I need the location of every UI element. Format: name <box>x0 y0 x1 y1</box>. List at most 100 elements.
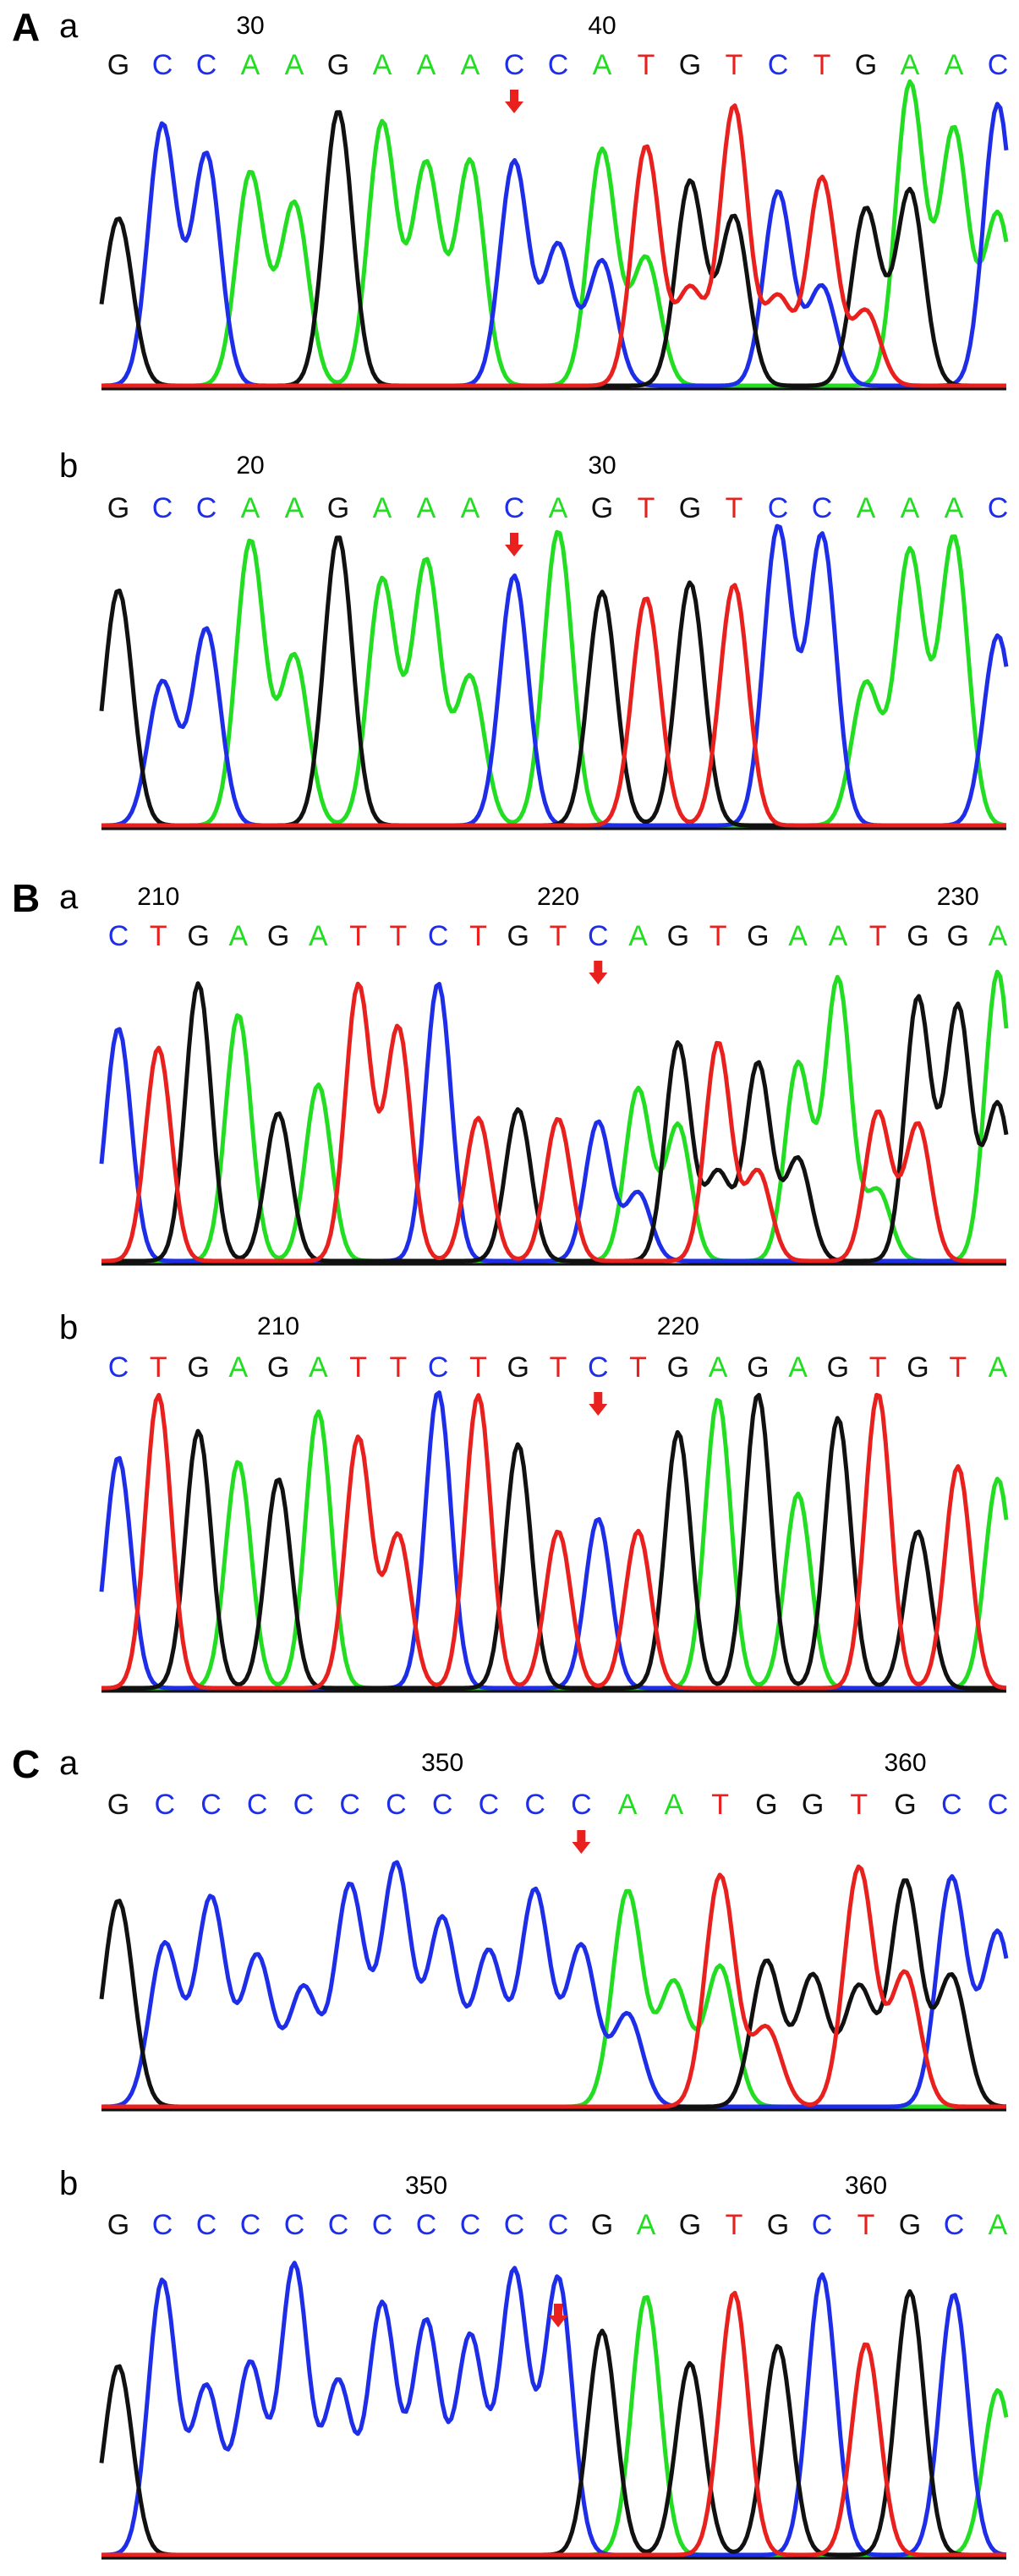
base-call-C: C <box>240 2209 261 2241</box>
base-call-T: T <box>150 1351 167 1384</box>
panel-letter: a <box>59 879 79 916</box>
base-call-T: T <box>150 920 167 952</box>
base-call-A: A <box>309 1351 328 1384</box>
base-call-G: G <box>667 1351 689 1384</box>
base-call-G: G <box>187 1351 209 1384</box>
base-call-T: T <box>390 1351 408 1384</box>
base-call-A: A <box>549 492 568 524</box>
base-call-A: A <box>829 920 848 952</box>
base-call-C: C <box>386 1789 407 1821</box>
position-label: 220 <box>537 883 579 911</box>
base-call-G: G <box>747 920 769 952</box>
base-call-G: G <box>267 1351 289 1384</box>
base-call-C: C <box>152 492 173 524</box>
trace-T <box>101 981 1006 1263</box>
mutation-arrow-icon <box>572 1830 591 1854</box>
base-call-G: G <box>507 1351 529 1384</box>
base-call-T: T <box>638 492 655 524</box>
base-call-C: C <box>200 1789 222 1821</box>
mutation-arrow-icon <box>549 2304 567 2327</box>
base-call-C: C <box>154 1789 175 1821</box>
base-call-C: C <box>196 2209 217 2241</box>
base-call-G: G <box>947 920 969 952</box>
base-call-G: G <box>679 2209 701 2241</box>
base-call-T: T <box>857 2209 875 2241</box>
base-call-A: A <box>989 1351 1008 1384</box>
trace-G <box>101 981 1009 1263</box>
panel-letter: b <box>59 447 78 485</box>
base-call-C: C <box>293 1789 315 1821</box>
mutation-arrow-icon <box>589 1392 608 1416</box>
position-label: 30 <box>236 12 264 40</box>
base-call-C: C <box>428 1351 449 1384</box>
base-call-C: C <box>284 2209 305 2241</box>
base-call-A: A <box>461 492 480 524</box>
base-call-A: A <box>989 2209 1008 2241</box>
trace-A <box>101 969 1009 1263</box>
base-call-C: C <box>768 49 789 81</box>
base-call-C: C <box>988 492 1009 524</box>
base-call-A: A <box>241 492 260 524</box>
trace-G <box>101 1393 1006 1691</box>
base-call-C: C <box>944 2209 965 2241</box>
base-call-A: A <box>901 49 920 81</box>
base-call-T: T <box>349 920 367 952</box>
base-call-A: A <box>637 2209 656 2241</box>
base-call-G: G <box>802 1789 824 1821</box>
mutation-arrow-icon <box>505 533 523 556</box>
base-call-G: G <box>907 1351 929 1384</box>
base-call-C: C <box>196 49 217 81</box>
position-label: 20 <box>236 452 264 480</box>
base-call-G: G <box>107 49 129 81</box>
base-call-A: A <box>461 49 480 81</box>
base-call-A: A <box>989 920 1008 952</box>
position-label: 210 <box>257 1313 299 1340</box>
base-call-G: G <box>894 1789 916 1821</box>
base-call-T: T <box>726 49 743 81</box>
base-call-G: G <box>507 920 529 952</box>
trace-G <box>99 535 1006 828</box>
base-call-C: C <box>432 1789 453 1821</box>
base-call-A: A <box>628 920 648 952</box>
trace-T <box>101 1864 1006 2109</box>
base-call-G: G <box>907 920 929 952</box>
base-call-C: C <box>339 1789 360 1821</box>
mutation-arrow-icon <box>505 90 523 113</box>
base-call-C: C <box>571 1789 592 1821</box>
trace-C <box>101 523 1009 828</box>
base-call-G: G <box>267 920 289 952</box>
base-call-G: G <box>767 2209 789 2241</box>
panel-letter: b <box>59 2165 78 2202</box>
base-call-A: A <box>228 1351 248 1384</box>
base-call-A: A <box>618 1789 638 1821</box>
base-call-T: T <box>550 920 567 952</box>
base-call-A: A <box>309 920 328 952</box>
position-label: 210 <box>137 883 179 911</box>
trace-T <box>101 103 1006 388</box>
base-call-G: G <box>667 920 689 952</box>
section-letter: A <box>12 5 40 49</box>
base-call-T: T <box>814 49 831 81</box>
base-call-T: T <box>726 492 743 524</box>
base-call-A: A <box>664 1789 683 1821</box>
base-call-G: G <box>747 1351 769 1384</box>
chromatogram-panel-2: b 20 30G C C A A G A A A C A G T G T C C A A A C <box>59 447 1009 830</box>
base-call-C: C <box>108 1351 129 1384</box>
base-call-C: C <box>196 492 217 524</box>
position-label: 350 <box>405 2172 447 2200</box>
mutation-arrow-icon <box>589 961 608 984</box>
base-call-G: G <box>591 2209 613 2241</box>
base-call-C: C <box>152 49 173 81</box>
base-call-T: T <box>390 920 408 952</box>
trace-C <box>101 1860 1009 2109</box>
base-call-G: G <box>591 492 613 524</box>
position-label: 220 <box>657 1313 699 1340</box>
base-call-A: A <box>788 920 808 952</box>
base-call-G: G <box>107 2209 129 2241</box>
base-call-G: G <box>679 49 701 81</box>
